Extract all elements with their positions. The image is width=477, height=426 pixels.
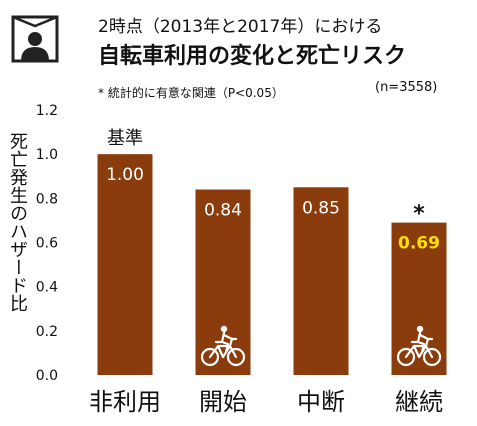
bicycle-rider-icon — [200, 325, 246, 367]
sample-size-label: (n=3558) — [375, 80, 438, 95]
y-tick-label: 1.0 — [36, 147, 58, 163]
bar-4 — [391, 222, 447, 375]
y-axis-label: 死亡発生のハザード比 — [7, 132, 28, 312]
significance-note: * 統計的に有意な関連（P<0.05） — [98, 86, 284, 100]
bicycle-rider-icon — [396, 325, 442, 367]
category-label: 開始 — [199, 388, 247, 416]
data-label: 0.69 — [398, 234, 440, 254]
data-label: 0.84 — [204, 201, 242, 221]
reference-label: 基準 — [107, 128, 143, 149]
significance-marker: * — [413, 202, 425, 227]
chart-title-line2: 自転車利用の変化と死亡リスク — [98, 44, 407, 69]
y-tick-label: 1.2 — [36, 103, 58, 119]
bar-1 — [97, 154, 153, 375]
bar-2 — [195, 189, 251, 375]
y-tick-label: 0.8 — [36, 191, 58, 207]
y-tick-label: 0.4 — [36, 280, 58, 296]
category-label: 非利用 — [89, 388, 161, 416]
category-label: 継続 — [395, 388, 443, 416]
y-tick-label: 0.2 — [36, 324, 58, 340]
person-portrait-icon — [10, 14, 60, 64]
y-tick-label: 0.0 — [36, 368, 58, 384]
data-label: 1.00 — [106, 165, 144, 185]
chart-title-line1: 2時点（2013年と2017年）における — [98, 17, 383, 37]
y-tick-label: 0.6 — [36, 236, 58, 252]
bar-3 — [293, 187, 349, 375]
data-label: 0.85 — [302, 198, 340, 218]
category-label: 中断 — [297, 388, 345, 416]
